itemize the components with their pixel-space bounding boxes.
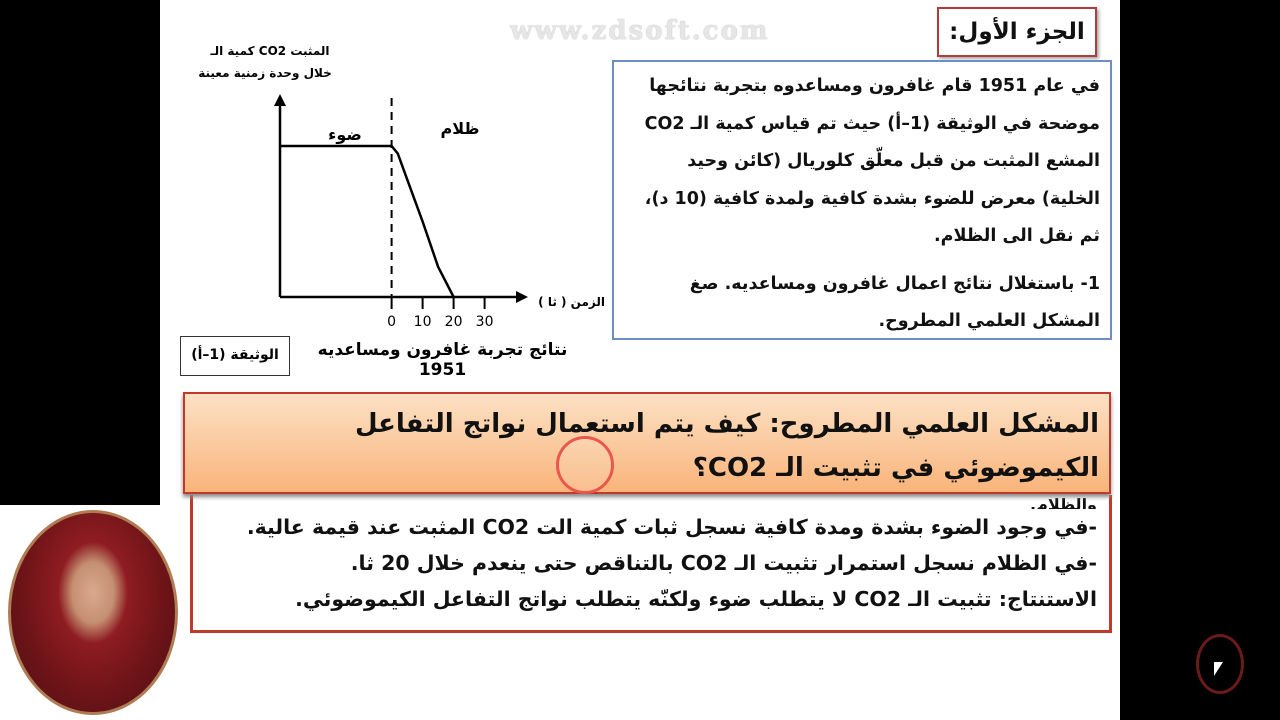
answer-line-3: الاستنتاج: تثبيت الـ CO2 لا يتطلب ضوء ول… [295,587,1097,611]
region-light-label: ضوء [328,125,362,144]
pointer-highlight-circle [556,436,614,494]
region-dark-label: ظلام [441,119,480,138]
document-caption: نتائج تجربة غافرون ومساعديه 1951 [317,340,568,380]
co2-fixation-line [280,144,455,298]
slide-title: الجزء الأول: [937,7,1097,57]
mouse-cursor-icon [1214,662,1223,676]
x-tick-label: 0 [387,314,396,330]
x-tick-label: 30 [476,314,494,330]
answer-box: والظلام. -في وجود الضوء بشدة ومدة كافية … [190,495,1112,633]
x-tick-label: 20 [445,314,463,330]
presenter-webcam [8,510,178,715]
question-text: 1- باستغلال نتائج اعمال غافرون ومساعديه.… [689,273,1100,332]
y-axis-arrow [274,94,286,106]
x-axis-arrow [516,291,528,303]
intro-text: في عام 1951 قام غافرون ومساعدوه بتجربة ن… [644,76,1100,246]
document-label: الوثيقة (1–أ) [180,336,290,376]
watermark: www.zdsoft.com [510,16,770,46]
y-axis-label-2: خلال وحدة زمنية معينة [198,66,332,81]
answer-line-1: -في وجود الضوء بشدة ومدة كافية نسجل ثبات… [246,515,1097,539]
x-tick-label: 10 [414,314,432,330]
y-axis-label-1: كمية الـ CO2 المثبت [210,44,330,58]
slide: www.zdsoft.com الجزء الأول: كمية الـ CO2… [160,0,1120,720]
intro-text-box: في عام 1951 قام غافرون ومساعدوه بتجربة ن… [612,60,1112,340]
x-axis-label: الزمن ( ثا ) [538,295,605,309]
answer-line-2: -في الظلام نسجل استمرار تثبيت الـ CO2 با… [350,551,1097,575]
cursor-highlight-ring [1196,634,1244,694]
answer-line-0: والظلام. [1030,495,1097,509]
co2-chart: كمية الـ CO2 المثبت خلال وحدة زمنية معين… [198,44,605,330]
scientific-problem-banner: المشكل العلمي المطروح: كيف يتم استعمال ن… [183,392,1111,494]
